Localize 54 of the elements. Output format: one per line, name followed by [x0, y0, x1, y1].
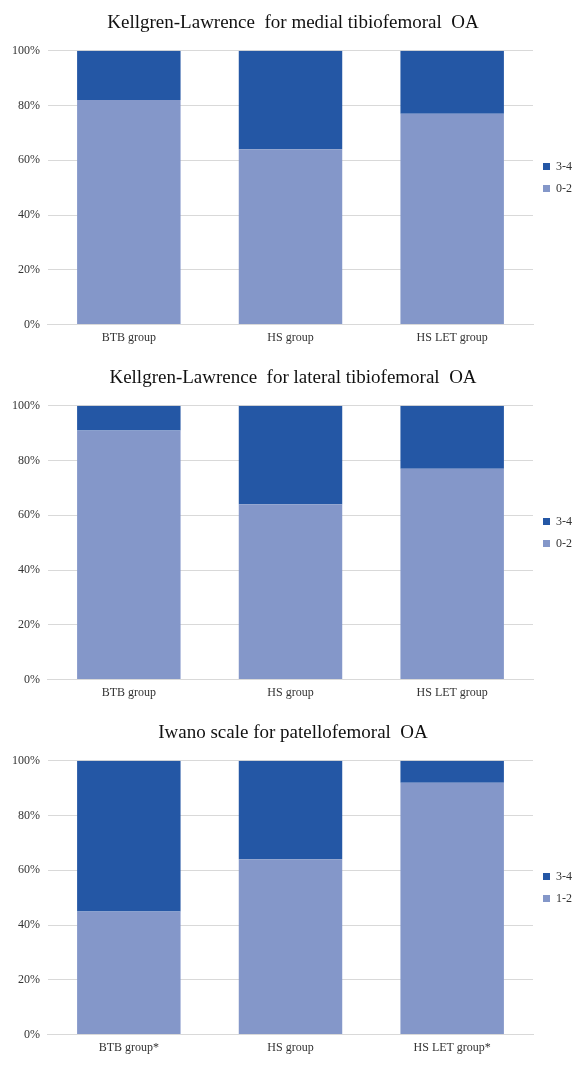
- y-tick-label: 40%: [18, 207, 40, 222]
- bar: [77, 911, 181, 1035]
- bar: [400, 782, 504, 1035]
- x-tick-label: HS group: [267, 684, 314, 699]
- x-tick-label: HS LET group: [416, 684, 488, 699]
- bar: [400, 760, 504, 783]
- bar: [400, 405, 504, 469]
- bar: [238, 859, 343, 1035]
- legend-label: 3-4: [556, 868, 572, 883]
- legend-label: 0-2: [556, 180, 572, 195]
- bar: [77, 100, 181, 325]
- x-tick-label: HS group: [267, 329, 314, 344]
- bar: [238, 504, 343, 680]
- y-tick-label: 100%: [12, 42, 40, 57]
- bar: [400, 113, 504, 325]
- y-tick-label: 0%: [24, 671, 40, 686]
- bar: [238, 50, 343, 150]
- y-tick-label: 100%: [12, 752, 40, 767]
- y-tick-label: 100%: [12, 397, 40, 412]
- bar: [77, 430, 181, 680]
- bar: [77, 760, 181, 912]
- bar: [238, 149, 343, 325]
- x-tick-label: BTB group: [101, 329, 156, 344]
- chart-title: Iwano scale for patellofemoral OA: [158, 721, 429, 743]
- legend-label: 3-4: [556, 158, 572, 173]
- y-tick-label: 20%: [18, 972, 40, 986]
- y-tick-label: 40%: [18, 917, 40, 932]
- bar: [400, 50, 504, 114]
- x-tick-label: BTB group: [101, 684, 156, 699]
- legend-label: 0-2: [556, 535, 572, 550]
- chart-title: Kellgren-Lawrence for medial tibiofemoral OA: [107, 11, 479, 33]
- legend-label: 3-4: [556, 513, 572, 528]
- x-tick-label: HS LET group*: [413, 1039, 491, 1054]
- legend-label: 1-2: [556, 890, 572, 905]
- bar: [77, 405, 181, 431]
- y-tick-label: 80%: [18, 807, 40, 822]
- chart-title: Kellgren-Lawrence for lateral tibiofemoral OA: [109, 366, 477, 388]
- y-tick-label: 20%: [18, 262, 40, 276]
- y-tick-label: 60%: [18, 152, 40, 167]
- x-tick-label: HS group: [267, 1039, 314, 1054]
- y-tick-label: 0%: [24, 316, 40, 331]
- x-tick-label: BTB group*: [98, 1039, 159, 1054]
- y-tick-label: 80%: [18, 97, 40, 112]
- y-tick-label: 0%: [24, 1026, 40, 1041]
- y-tick-label: 80%: [18, 452, 40, 467]
- y-tick-label: 60%: [18, 862, 40, 877]
- bar: [238, 405, 343, 505]
- bar: [77, 50, 181, 101]
- x-tick-label: HS LET group: [416, 329, 488, 344]
- y-tick-label: 20%: [18, 617, 40, 631]
- bar: [400, 468, 504, 680]
- y-tick-label: 60%: [18, 507, 40, 522]
- y-tick-label: 40%: [18, 562, 40, 577]
- bar: [238, 760, 343, 860]
